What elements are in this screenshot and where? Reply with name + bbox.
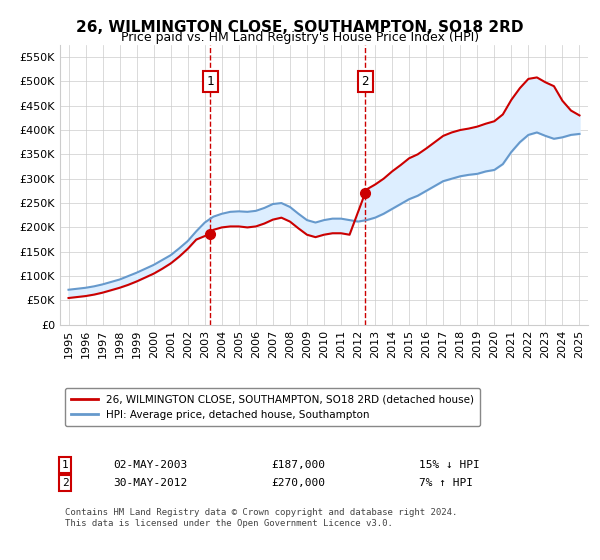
Text: 26, WILMINGTON CLOSE, SOUTHAMPTON, SO18 2RD: 26, WILMINGTON CLOSE, SOUTHAMPTON, SO18 …	[76, 20, 524, 35]
Legend: 26, WILMINGTON CLOSE, SOUTHAMPTON, SO18 2RD (detached house), HPI: Average price: 26, WILMINGTON CLOSE, SOUTHAMPTON, SO18 …	[65, 388, 480, 426]
Text: 2: 2	[62, 478, 68, 488]
Text: 30-MAY-2012: 30-MAY-2012	[113, 478, 187, 488]
Text: 1: 1	[206, 75, 214, 88]
Text: 15% ↓ HPI: 15% ↓ HPI	[419, 460, 480, 470]
Text: Contains HM Land Registry data © Crown copyright and database right 2024.
This d: Contains HM Land Registry data © Crown c…	[65, 508, 458, 528]
Text: 02-MAY-2003: 02-MAY-2003	[113, 460, 187, 470]
Text: Price paid vs. HM Land Registry's House Price Index (HPI): Price paid vs. HM Land Registry's House …	[121, 31, 479, 44]
Text: £187,000: £187,000	[271, 460, 325, 470]
Text: 2: 2	[361, 75, 369, 88]
Text: £270,000: £270,000	[271, 478, 325, 488]
Text: 1: 1	[62, 460, 68, 470]
Text: 7% ↑ HPI: 7% ↑ HPI	[419, 478, 473, 488]
